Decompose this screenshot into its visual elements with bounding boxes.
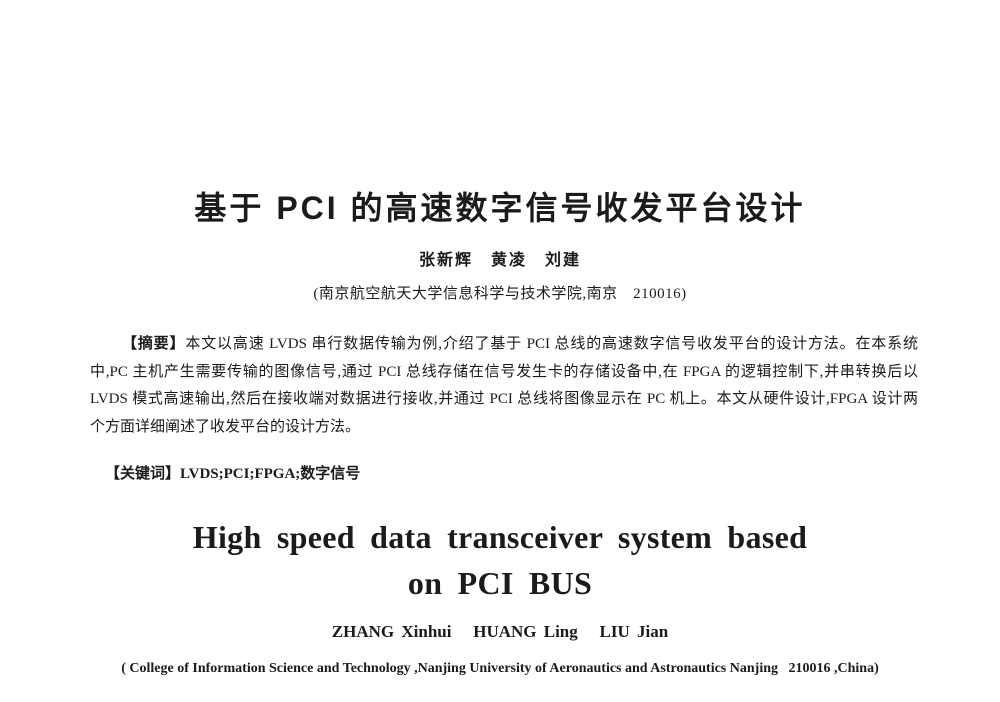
english-title-line-2: on PCI BUS — [407, 565, 593, 601]
abstract-line-3: LVDS 模式高速输出,然后在接收端对数据进行接收,并通过 PCI 总线将图像显… — [90, 391, 918, 407]
english-paper-title: High speed data transceiver system based… — [0, 514, 1000, 606]
chinese-authors: 张新辉 黄凌 刘建 — [418, 252, 581, 269]
abstract-line-4: 个方面详细阐述了收发平台的设计方法。 — [90, 418, 361, 435]
abstract-paragraph: 【摘要】本文以高速 LVDS 串行数据传输为例,介绍了基于 PCI 总线的高速数… — [90, 330, 918, 441]
english-title-line-1: High speed data transceiver system based — [192, 519, 808, 555]
abstract-line-2: 中,PC 主机产生需要传输的图像信号,通过 PCI 总线存储在信号发生卡的存储设… — [90, 363, 918, 380]
english-authors: ZHANG Xinhui HUANG Ling LIU Jian — [331, 622, 669, 641]
keywords-text: LVDS;PCI;FPGA;数字信号 — [180, 466, 361, 482]
keywords-label: 【关键词】 — [105, 465, 181, 482]
abstract-label: 【摘要】 — [122, 335, 186, 352]
chinese-affiliation: (南京航空航天大学信息科学与技术学院,南京 210016) — [313, 286, 687, 302]
keywords-line: 【关键词】LVDS;PCI;FPGA;数字信号 — [90, 441, 918, 507]
english-affiliation: ( College of Information Science and Tec… — [121, 661, 879, 676]
chinese-paper-title: 基于 PCI 的高速数字信号收发平台设计 — [194, 190, 806, 226]
abstract-line-1-text: 本文以高速 LVDS 串行数据传输为例,介绍了基于 PCI 总线的高速数字信号收… — [185, 336, 918, 352]
abstract-line-1: 【摘要】本文以高速 LVDS 串行数据传输为例,介绍了基于 PCI 总线的高速数… — [90, 330, 918, 359]
